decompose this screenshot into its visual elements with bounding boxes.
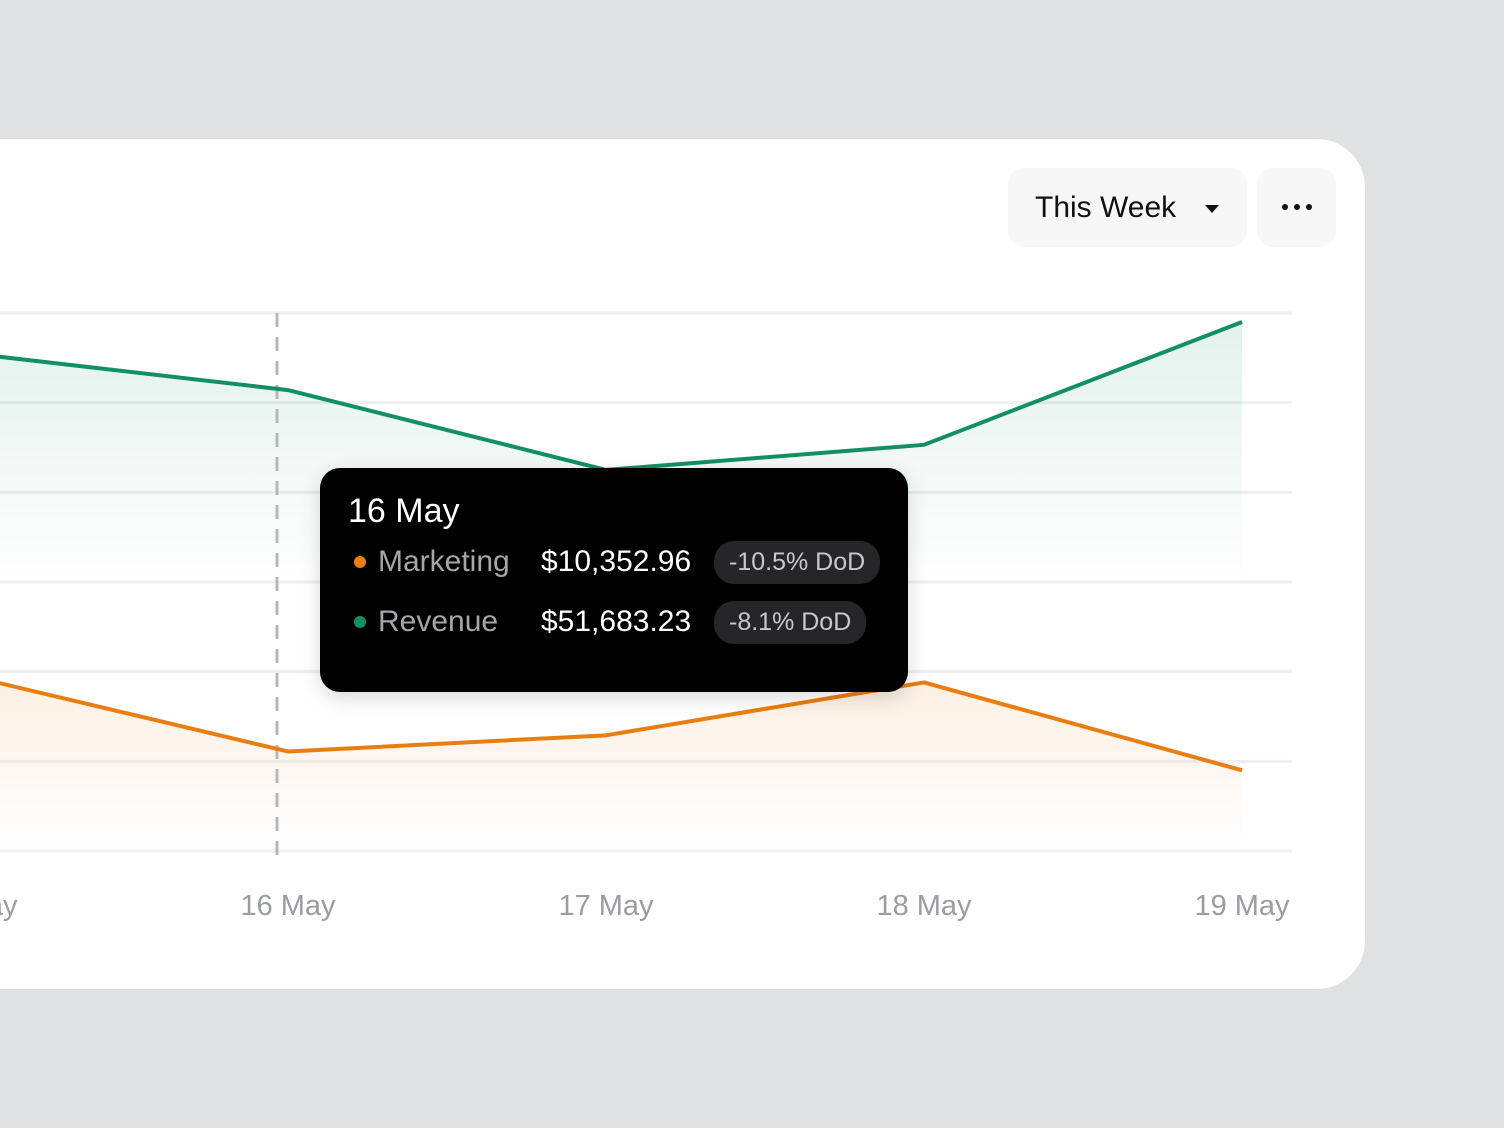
x-tick-label: 16 May: [240, 890, 336, 922]
x-tick-label: 19 May: [1194, 890, 1290, 922]
line: [0, 680, 1243, 773]
period-label: This Week: [1035, 191, 1177, 224]
tooltip: 16 May Marketing $10,352.96 -10.5% DoD Reven…: [320, 468, 908, 692]
series-value: $51,683.23: [541, 605, 692, 638]
tooltip-row: Marketing $10,352.96 -10.5% DoD: [354, 540, 881, 584]
series-dot: [354, 556, 366, 568]
x-tick-label: 17 May: [558, 890, 654, 922]
caret: [1205, 205, 1219, 213]
tooltip-title: 16 May: [348, 492, 460, 530]
period-dropdown[interactable]: This Week: [1008, 168, 1247, 247]
x-tick-label: 15 May: [0, 890, 18, 922]
change-badge: -10.5% DoD: [714, 540, 881, 584]
series-value: $10,352.96: [541, 545, 692, 578]
series-dot: [354, 616, 366, 628]
dots-icon: [1282, 204, 1312, 210]
x-tick-label: 18 May: [876, 890, 972, 922]
series-name: Revenue: [378, 605, 499, 638]
tooltip-row: Revenue $51,683.23 -8.1% DoD: [354, 600, 867, 644]
area: [0, 682, 1242, 851]
more-menu[interactable]: [1257, 168, 1336, 247]
series-name: Marketing: [378, 545, 510, 578]
change-badge: -8.1% DoD: [714, 600, 867, 644]
